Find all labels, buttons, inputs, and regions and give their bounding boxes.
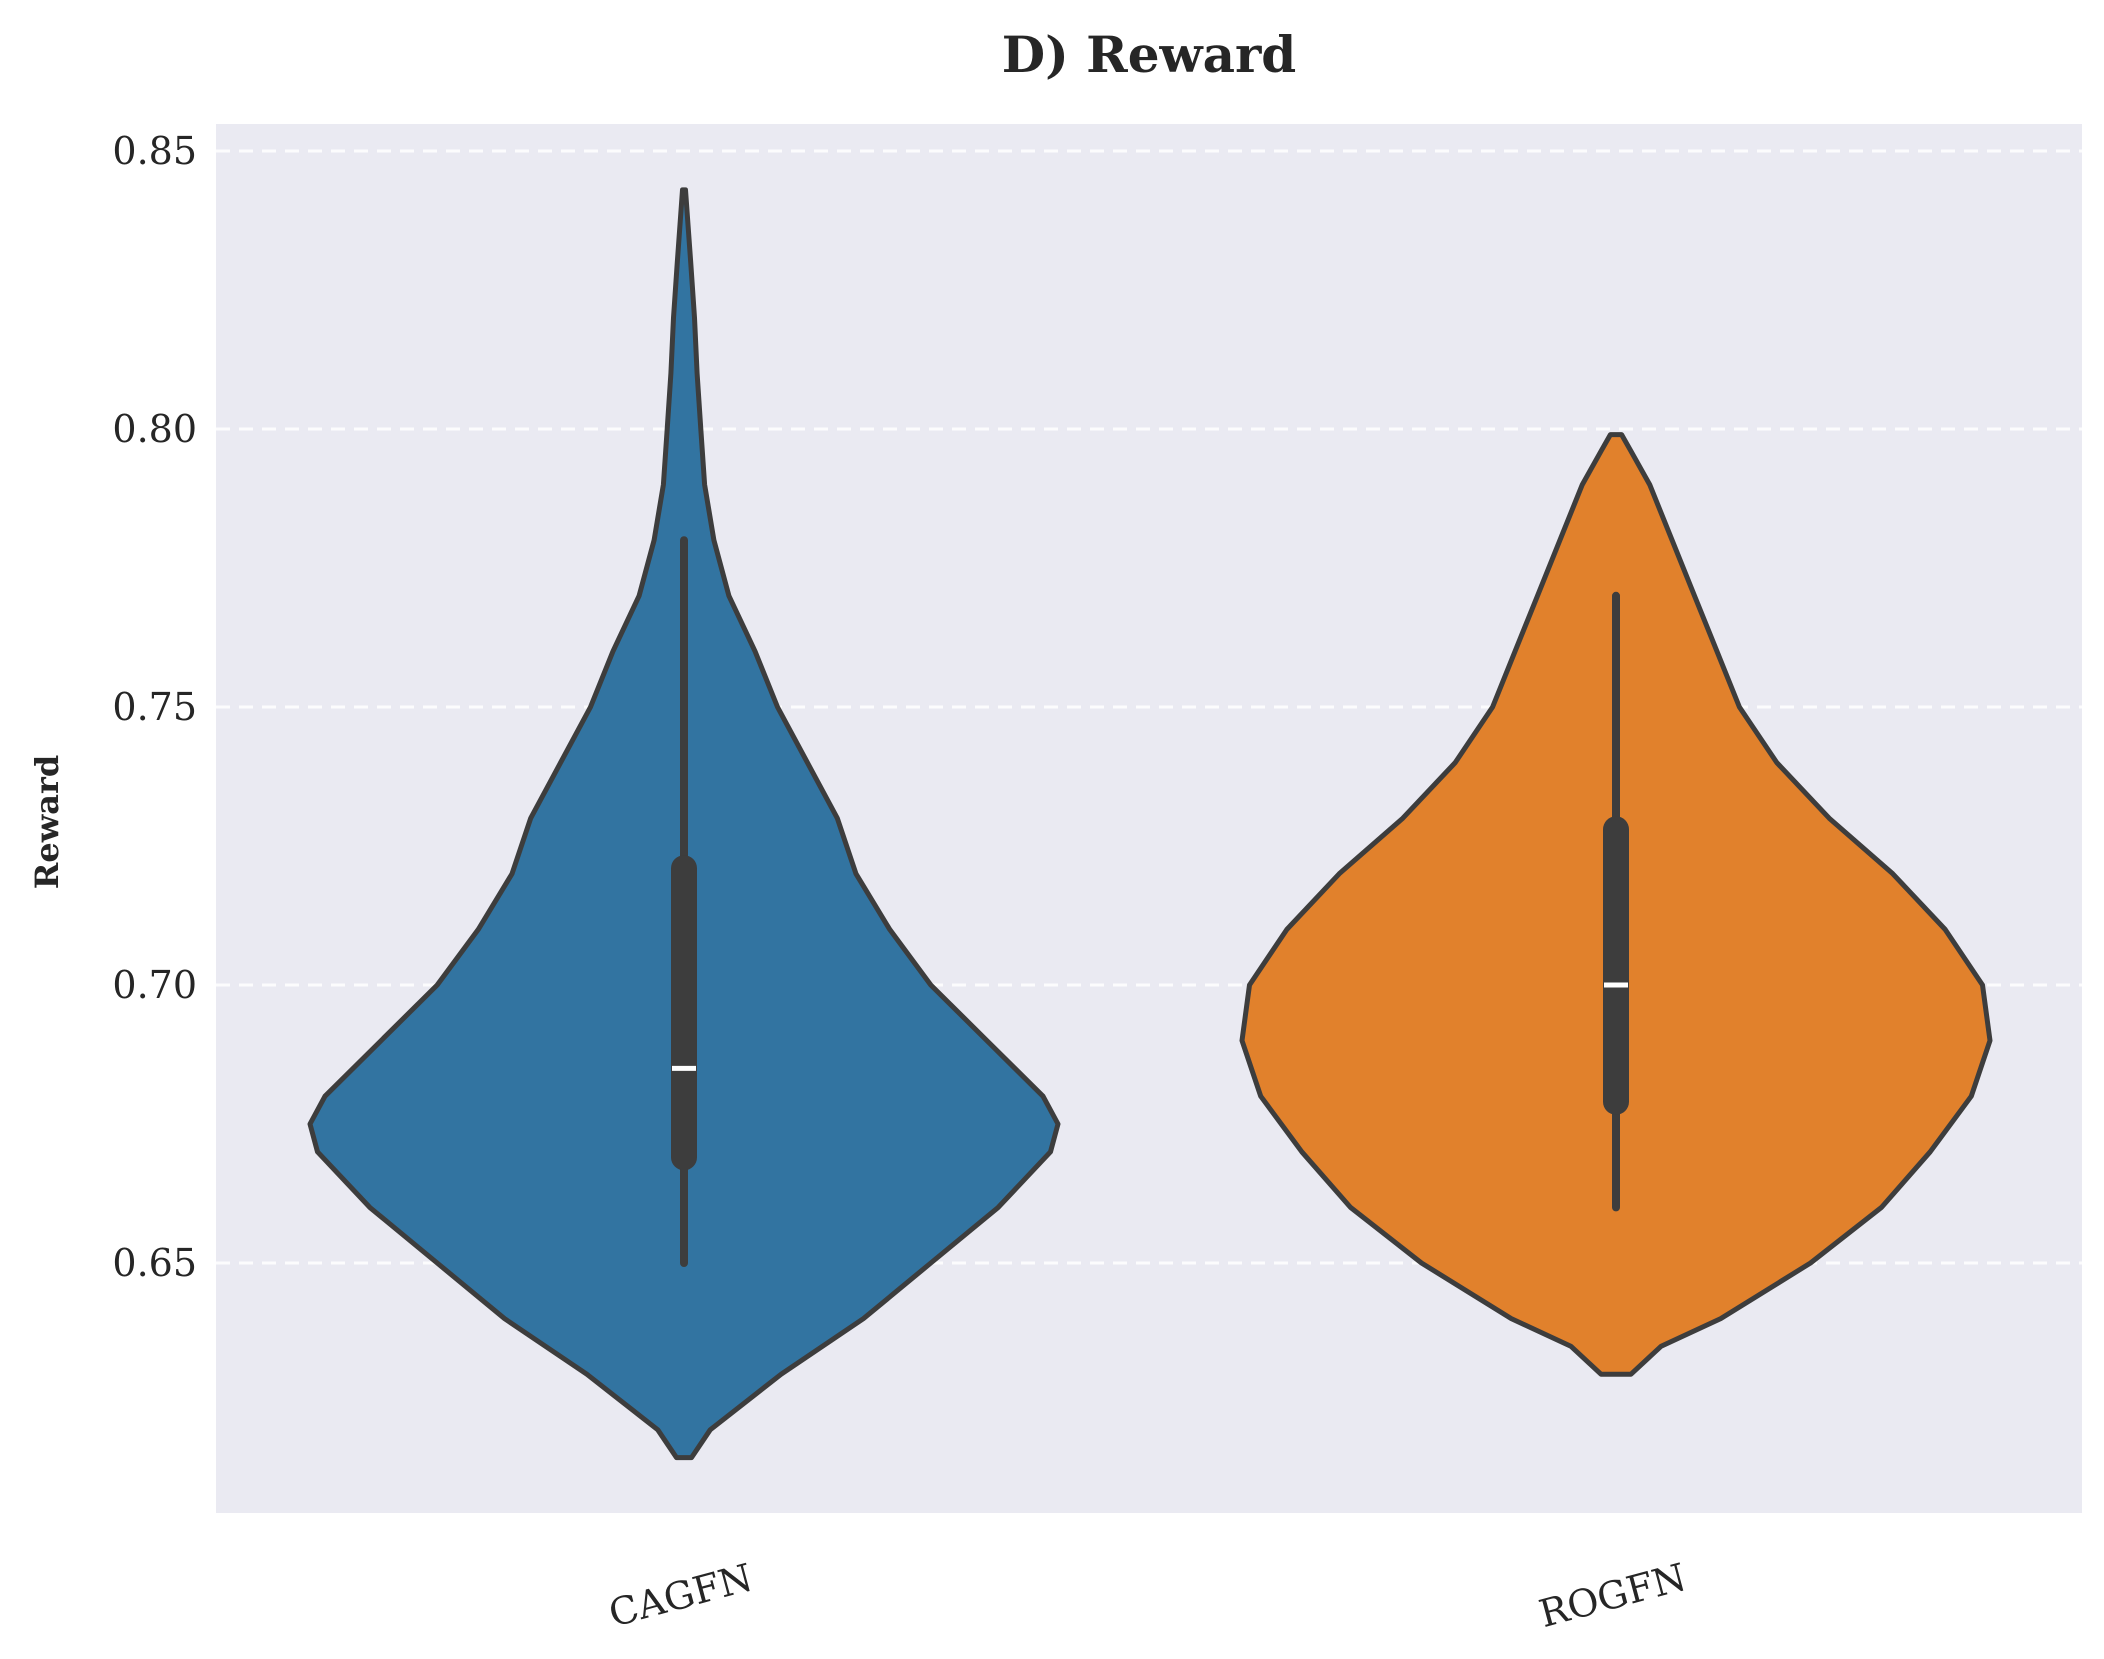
y-tick-label: 0.85	[112, 129, 197, 173]
y-tick-label: 0.80	[112, 407, 197, 451]
violins	[307, 187, 1993, 1461]
violin-cagfn	[307, 187, 1061, 1461]
x-tick-label: CAGFN	[604, 1555, 757, 1635]
violin-rogfn	[1239, 432, 1993, 1377]
y-tick-labels: 0.65 0.70 0.75 0.80 0.85	[112, 129, 197, 1285]
y-axis-label: Reward	[28, 755, 66, 889]
y-tick-label: 0.70	[112, 963, 197, 1007]
x-tick-label: ROGFN	[1535, 1555, 1691, 1636]
y-tick-label: 0.65	[112, 1241, 197, 1285]
chart-title: D) Reward	[1002, 25, 1297, 84]
x-tick-labels: CAGFN ROGFN	[604, 1555, 1690, 1636]
y-tick-label: 0.75	[112, 685, 197, 729]
